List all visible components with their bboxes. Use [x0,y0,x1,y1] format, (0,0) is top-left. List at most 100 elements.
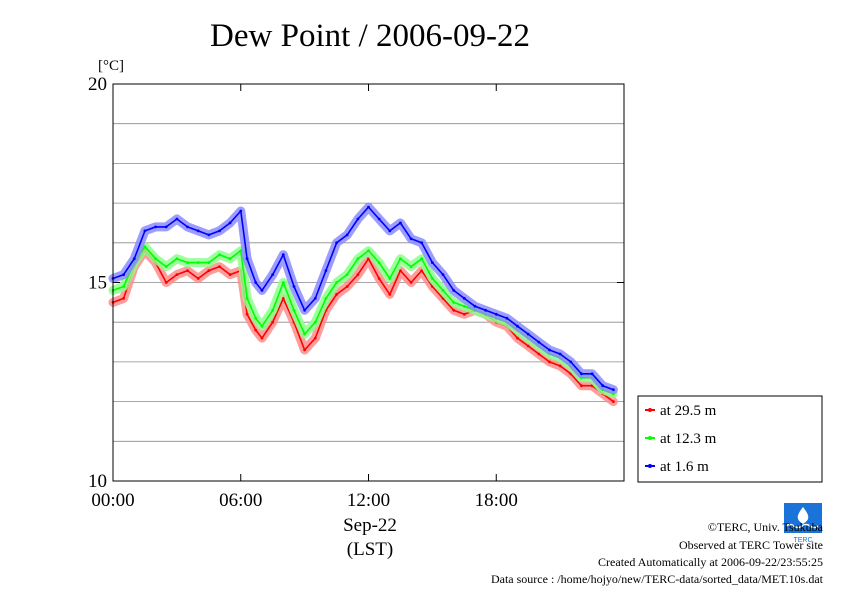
data-point [260,324,264,328]
x-tick-label: 06:00 [219,490,262,511]
data-point [186,225,189,229]
data-point [388,277,392,280]
data-point [526,332,530,336]
data-point [292,308,296,312]
x-tick-label: 00:00 [91,490,134,511]
data-point [558,364,562,368]
x-axis-date-label: Sep-22 [343,515,397,536]
data-point [484,308,487,312]
data-point [143,245,147,249]
data-point [462,312,466,316]
data-point [207,261,211,264]
data-point [367,249,370,253]
x-tick-label: 12:00 [347,490,390,511]
credit-source: Data source : /home/hojyo/new/TERC-data/… [491,572,824,586]
data-point [175,217,179,221]
data-point [218,229,221,233]
data-point [271,320,275,324]
data-point [462,297,466,300]
data-point [313,297,317,300]
data-point [335,293,338,296]
data-point [452,289,456,292]
series-scatter-band [108,202,618,395]
water-drop-icon [797,507,809,524]
data-point [164,281,168,284]
data-point [271,273,275,276]
data-point [122,285,125,288]
data-point [132,257,136,261]
data-point [207,233,211,237]
y-tick-label: 10 [88,471,107,492]
data-point [303,308,306,312]
data-point [254,281,258,284]
data-point [345,285,349,288]
data-point [558,352,562,356]
data-point [377,277,381,280]
data-point [196,277,200,280]
data-point [356,257,360,261]
series-scatter-band [108,246,618,407]
data-point [245,257,249,261]
data-point [254,328,258,332]
data-point [228,221,232,225]
data-point [175,273,179,276]
data-point [462,304,466,308]
data-point [122,297,125,300]
data-point [254,316,258,320]
data-point [580,372,583,376]
data-point [228,257,232,261]
y-tick-label: 15 [88,273,107,294]
data-point [494,312,498,316]
data-point [612,388,615,392]
data-point [537,340,541,344]
data-point [271,308,275,312]
logo-text: TERC [793,537,812,544]
gridlines [113,123,624,442]
data-point [548,348,551,352]
data-point [313,336,317,340]
data-point [218,265,221,268]
data-point [590,372,594,376]
data-point [420,241,424,245]
data-point [313,320,317,324]
y-axis-unit: [°C] [98,58,124,74]
data-point [409,281,413,284]
data-point [303,348,306,352]
data-point [420,257,424,261]
x-axis-tz-label: (LST) [347,539,393,560]
data-point [537,352,541,356]
data-point [399,269,402,272]
data-point [345,273,349,276]
data-point [281,297,285,300]
data-point [441,289,445,292]
data-point [239,209,243,213]
legend-marker [648,436,652,440]
data-point [601,384,605,388]
data-point [377,261,381,264]
data-point [164,265,168,268]
legend-label: at 29.5 m [660,403,717,419]
data-point [335,281,338,284]
legend-box [637,395,823,483]
data-point [580,384,583,388]
legend: at 29.5 m at 12.3 m at 1.6 m [637,395,823,483]
data-point [431,277,434,280]
credit-copyright: ©TERC, Univ. Tsukuba [708,520,824,534]
data-point [186,269,189,272]
credit-created: Created Automatically at 2006-09-22/23:5… [598,555,823,569]
data-point [356,217,360,221]
legend-marker [648,408,652,412]
data-point [516,336,519,340]
axis-ticks: 10 15 20 00:00 06:00 12:00 18:00 [88,74,624,511]
data-point [175,257,179,261]
data-point [367,205,370,209]
data-point [324,269,328,272]
wave-icon [785,523,819,529]
data-point [143,229,147,233]
data-point [245,312,249,316]
data-point [345,233,349,237]
data-point [356,273,360,276]
data-point [228,273,232,276]
data-point [324,297,328,300]
